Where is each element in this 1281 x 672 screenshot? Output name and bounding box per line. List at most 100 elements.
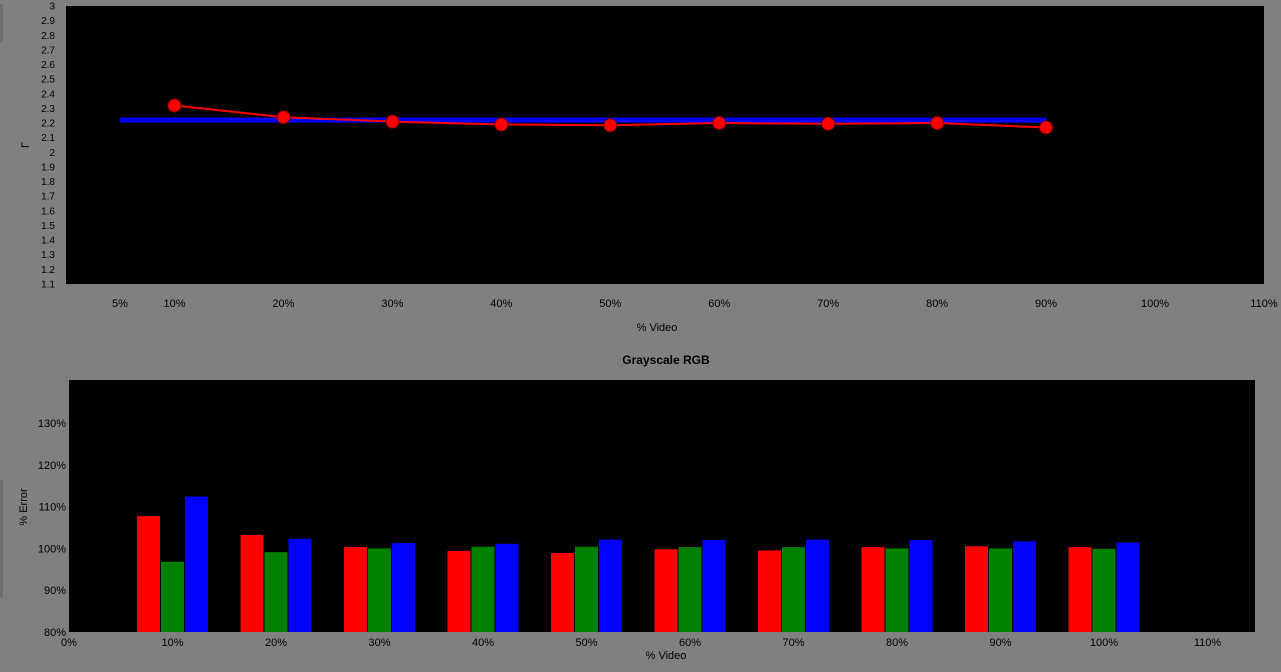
gamma-y-tick-label: 1.7: [41, 192, 55, 203]
gamma-measured-point: [821, 116, 836, 131]
grayscale-green-bar: [989, 548, 1012, 632]
gamma-measured-point: [494, 117, 509, 132]
gamma-x-tick-label: 5%: [112, 298, 128, 310]
gamma-y-tick-label: 1.2: [41, 265, 55, 276]
gamma-x-tick-label: 70%: [817, 298, 839, 310]
grayscale-blue-bar: [806, 539, 829, 632]
gamma-x-tick-label: 80%: [926, 298, 948, 310]
gamma-y-tick-label: 2.4: [41, 89, 55, 100]
gamma-y-tick-label: 2.6: [41, 60, 55, 71]
grayscale-blue-bar: [1116, 542, 1140, 632]
gamma-y-tick-label: 1.4: [41, 236, 55, 247]
grayscale-red-bar: [240, 535, 264, 632]
grayscale-x-tick-label: 0%: [61, 637, 77, 649]
grayscale-x-tick-label: 10%: [161, 637, 183, 649]
gamma-measured-point: [167, 98, 182, 113]
grayscale-x-tick-label: 50%: [575, 637, 597, 649]
grayscale-x-tick-label: 60%: [679, 637, 701, 649]
grayscale-red-bar: [137, 516, 160, 632]
grayscale-red-bar: [654, 549, 678, 632]
gamma-y-tick-label: 1.9: [41, 162, 55, 173]
gamma-y-axis-label: Γ: [20, 142, 32, 148]
gamma-series-group: [120, 98, 1054, 135]
gamma-x-tick-label: 90%: [1035, 298, 1057, 310]
grayscale-y-tick-label: 80%: [44, 627, 66, 639]
gamma-y-tick-label: 1.6: [41, 206, 55, 217]
grayscale-x-tick-label: 20%: [265, 637, 287, 649]
grayscale-red-bar: [965, 546, 988, 632]
gamma-y-axis: 1.1 1.2 1.3 1.4 1.5 1.6 1.7 1.8 1.9 2 2.1 2.2 2.3 2.4…: [41, 2, 55, 291]
grayscale-green-bar: [264, 552, 288, 632]
grayscale-green-bar: [471, 546, 495, 632]
grayscale-blue-bar: [599, 539, 622, 632]
gamma-x-tick-label: 60%: [708, 298, 730, 310]
grayscale-chart: Grayscale RGB 80% 90% 100% 110% 120% 130% 0% 1…: [18, 353, 1255, 662]
gamma-x-tick-label: 10%: [163, 298, 185, 310]
grayscale-x-tick-label: 110%: [1194, 637, 1222, 649]
gamma-y-tick-label: 2.8: [41, 31, 55, 42]
gamma-x-tick-label: 100%: [1141, 298, 1169, 310]
gamma-measured-point: [385, 114, 400, 129]
grayscale-y-tick-label: 90%: [44, 585, 66, 597]
gamma-y-tick-label: 1.1: [41, 280, 55, 291]
grayscale-chart-title: Grayscale RGB: [622, 353, 710, 367]
grayscale-blue-bar: [909, 540, 933, 632]
gamma-y-tick-label: 2.2: [41, 119, 55, 130]
grayscale-red-bar: [758, 550, 781, 632]
grayscale-blue-bar: [495, 543, 519, 632]
gamma-y-tick-label: 1.3: [41, 250, 55, 261]
grayscale-green-bar: [575, 546, 598, 632]
window-edge-notch-top: [0, 4, 3, 42]
gamma-x-tick-label: 110%: [1250, 298, 1278, 310]
gamma-x-tick-label: 30%: [381, 298, 403, 310]
grayscale-red-bar: [447, 550, 471, 632]
grayscale-green-bar: [885, 548, 909, 632]
grayscale-blue-bar: [288, 538, 312, 632]
grayscale-green-bar: [368, 548, 391, 632]
grayscale-red-bar: [1068, 547, 1092, 632]
grayscale-y-tick-label: 120%: [38, 460, 66, 472]
grayscale-bars-group: [137, 496, 1140, 632]
gamma-x-axis: 5% 10% 20% 30% 40% 50% 60% 70% 80% 90% 100% 110%: [112, 298, 1278, 310]
gamma-measured-point: [930, 116, 945, 131]
gamma-y-tick-label: 2: [49, 148, 55, 159]
grayscale-green-bar: [678, 547, 702, 632]
grayscale-blue-bar: [1013, 541, 1036, 632]
gamma-measured-point: [603, 118, 618, 133]
gamma-plot-area: [66, 6, 1264, 284]
grayscale-y-tick-label: 100%: [38, 543, 66, 555]
gamma-y-tick-label: 2.5: [41, 75, 55, 86]
grayscale-red-bar: [861, 547, 885, 632]
gamma-y-tick-label: 2.9: [41, 16, 55, 27]
grayscale-y-axis-label: % Error: [18, 488, 30, 526]
gamma-x-tick-label: 40%: [490, 298, 512, 310]
grayscale-y-axis: 80% 90% 100% 110% 120% 130%: [38, 418, 66, 639]
grayscale-x-tick-label: 80%: [886, 637, 908, 649]
gamma-y-tick-label: 2.1: [41, 133, 55, 144]
grayscale-blue-bar: [185, 496, 208, 632]
gamma-y-tick-label: 2.7: [41, 45, 55, 56]
grayscale-blue-bar: [392, 542, 415, 632]
grayscale-x-tick-label: 90%: [989, 637, 1011, 649]
grayscale-y-tick-label: 110%: [39, 502, 67, 514]
grayscale-x-tick-label: 100%: [1090, 637, 1118, 649]
grayscale-x-tick-label: 40%: [472, 637, 494, 649]
gamma-y-tick-label: 1.5: [41, 221, 55, 232]
gamma-measured-point: [712, 116, 727, 131]
gamma-x-tick-label: 20%: [272, 298, 294, 310]
gamma-y-tick-label: 1.8: [41, 177, 55, 188]
grayscale-x-axis-label: % Video: [646, 650, 687, 662]
gamma-chart: 1.1 1.2 1.3 1.4 1.5 1.6 1.7 1.8 1.9 2 2.1 2.2 2.3 2.4…: [20, 2, 1278, 335]
gamma-x-axis-label: % Video: [637, 322, 678, 334]
grayscale-x-axis: 0% 10% 20% 30% 40% 50% 60% 70% 80% 90% 100% 110%: [61, 637, 1221, 649]
gamma-measured-point: [1039, 120, 1054, 135]
grayscale-y-tick-label: 130%: [38, 418, 66, 430]
grayscale-red-bar: [551, 552, 574, 632]
grayscale-blue-bar: [702, 540, 726, 632]
gamma-x-tick-label: 50%: [599, 298, 621, 310]
gamma-measured-point: [276, 110, 291, 125]
grayscale-red-bar: [344, 547, 367, 632]
grayscale-green-bar: [1092, 548, 1116, 632]
grayscale-green-bar: [161, 561, 184, 632]
